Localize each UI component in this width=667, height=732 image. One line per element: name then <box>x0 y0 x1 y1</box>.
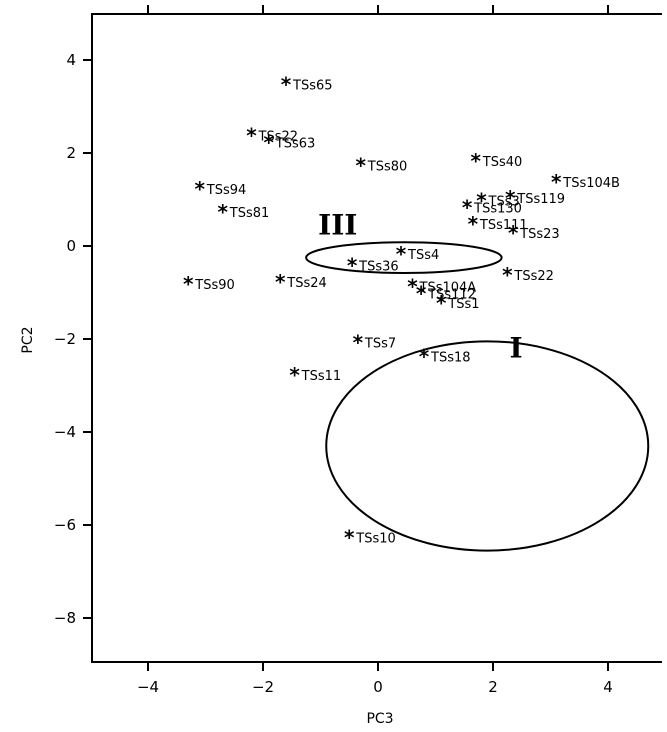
data-point: * TSs24 <box>275 270 327 294</box>
point-label: TSs81 <box>229 206 270 221</box>
point-marker: * <box>275 270 286 294</box>
data-point: * TSs40 <box>471 149 523 173</box>
point-marker: * <box>436 291 447 315</box>
point-marker: * <box>462 195 473 219</box>
point-marker: * <box>289 363 300 387</box>
plot-axes: −4 −2 0 2 4 4 2 0 −2 −4 −6 −8 <box>54 5 662 696</box>
point-marker: * <box>407 275 418 299</box>
point-label: TSs24 <box>286 276 327 291</box>
point-marker: * <box>508 221 519 245</box>
y-tick-label: −2 <box>54 330 76 348</box>
point-marker: * <box>468 212 479 236</box>
point-marker: * <box>195 177 206 201</box>
data-point: * TSs3 <box>476 189 519 213</box>
y-tick-label: −8 <box>54 609 76 627</box>
group-annotation: III <box>318 208 357 241</box>
ellipse-group-III <box>305 241 503 274</box>
data-point: * TSs36 <box>347 254 399 278</box>
point-marker: * <box>419 344 430 368</box>
data-point: * TSs11 <box>289 363 341 387</box>
data-point: * TSs81 <box>218 200 270 224</box>
point-label: TSs18 <box>430 350 471 365</box>
x-tick-label: −2 <box>252 678 274 696</box>
point-label: TSs36 <box>358 260 399 275</box>
data-point: * TSs112 <box>416 282 476 306</box>
data-point: * TSs65 <box>281 72 333 96</box>
data-point: * TSs23 <box>508 221 560 245</box>
point-marker: * <box>218 200 229 224</box>
point-label: TSs22 <box>258 129 299 144</box>
point-label: TSs10 <box>355 532 396 547</box>
point-label: TSs40 <box>482 155 523 170</box>
point-marker: * <box>502 263 513 287</box>
point-label: TSs1 <box>447 297 479 312</box>
point-label: TSs65 <box>292 78 333 93</box>
y-tick-label: −6 <box>54 516 76 534</box>
data-point: * TSs104B <box>551 170 620 194</box>
point-layer: * TSs65* TSs22* TSs63* TSs80 * TSs40* TSs104B* T… <box>183 72 620 549</box>
point-marker: * <box>396 242 407 266</box>
y-tick-label: 2 <box>66 144 76 162</box>
point-marker: * <box>344 526 355 550</box>
point-marker: * <box>416 282 427 306</box>
point-marker: * <box>246 123 257 147</box>
point-marker: * <box>476 189 487 213</box>
x-tick-label: −4 <box>137 678 159 696</box>
ellipse-layer <box>305 241 650 552</box>
point-label: TSs23 <box>519 227 560 242</box>
point-label: TSs104B <box>562 176 620 191</box>
point-marker: * <box>505 186 516 210</box>
data-point: * TSs80 <box>356 154 408 178</box>
point-label: TSs112 <box>427 288 476 303</box>
point-label: TSs7 <box>364 336 396 351</box>
data-point: * TSs119 <box>505 186 565 210</box>
data-point: * TSs10 <box>344 526 396 550</box>
ellipse-group-I <box>325 340 650 552</box>
data-point: * TSs130 <box>462 195 522 219</box>
point-label: TSs111 <box>479 218 528 233</box>
group-annotation: I <box>509 332 522 365</box>
point-label: TSs80 <box>367 160 408 175</box>
point-label: TSs119 <box>516 192 565 207</box>
point-marker: * <box>281 72 292 96</box>
x-axis-title: PC3 <box>366 711 393 727</box>
point-label: TSs3 <box>488 195 520 210</box>
point-label: TSs63 <box>275 136 316 151</box>
point-label: TSs104A <box>419 281 477 296</box>
data-point: * TSs18 <box>419 344 471 368</box>
point-label: TSs90 <box>194 278 235 293</box>
point-marker: * <box>264 130 275 154</box>
point-label: TSs130 <box>473 201 522 216</box>
data-point: * TSs63 <box>264 130 316 154</box>
point-marker: * <box>183 272 194 296</box>
data-point: * TSs94 <box>195 177 247 201</box>
point-marker: * <box>471 149 482 173</box>
data-point: * TSs1 <box>436 291 479 315</box>
point-marker: * <box>353 330 364 354</box>
data-point: * TSs7 <box>353 330 396 354</box>
data-point: * TSs90 <box>183 272 235 296</box>
point-label: TSs11 <box>301 369 342 384</box>
x-tick-label: 0 <box>373 678 383 696</box>
point-label: TSs22 <box>513 269 554 284</box>
x-tick-label: 2 <box>488 678 498 696</box>
y-tick-label: 0 <box>66 237 76 255</box>
data-point: * TSs22 <box>246 123 298 147</box>
y-tick-label: 4 <box>66 51 76 69</box>
y-axis-title: PC2 <box>20 326 36 353</box>
y-tick-label: −4 <box>54 423 76 441</box>
data-point: * TSs104A <box>407 275 476 299</box>
x-tick-label: 4 <box>603 678 613 696</box>
data-point: * TSs111 <box>468 212 528 236</box>
data-point: * TSs4 <box>396 242 439 266</box>
point-label: TSs4 <box>407 248 439 263</box>
data-point: * TSs22 <box>502 263 554 287</box>
point-label: TSs94 <box>206 183 247 198</box>
point-marker: * <box>347 254 358 278</box>
point-marker: * <box>551 170 562 194</box>
point-marker: * <box>356 154 367 178</box>
